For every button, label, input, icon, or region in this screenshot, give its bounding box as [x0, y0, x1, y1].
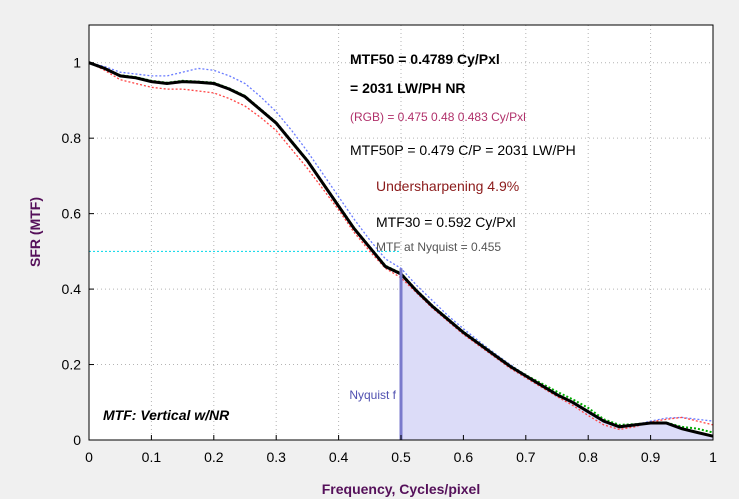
- y-tick-label: 0.4: [62, 281, 82, 297]
- x-tick-label: 0.9: [641, 449, 661, 465]
- series-line: [88, 62, 714, 428]
- x-tick-label: 0.1: [142, 449, 162, 465]
- annotation-mtf-nyquist: MTF at Nyquist = 0.455: [376, 240, 501, 254]
- annotation-corner-label: MTF: Vertical w/NR: [103, 407, 230, 423]
- nyquist-label: Nyquist f: [349, 388, 396, 402]
- annotation-rgb: (RGB) = 0.475 0.48 0.483 Cy/Pxl: [350, 110, 526, 124]
- y-axis-label: SFR (MTF): [27, 197, 43, 267]
- x-tick-label: 0: [85, 449, 93, 465]
- annotation-mtf50: MTF50 = 0.4789 Cy/Pxl: [350, 51, 500, 67]
- x-tick-label: 0.3: [266, 449, 286, 465]
- annotation-mtf50p: MTF50P = 0.479 C/P = 2031 LW/PH: [350, 142, 576, 158]
- x-tick-label: 0.2: [204, 449, 224, 465]
- nyquist-fill-area: [401, 274, 713, 440]
- x-tick-label: 0.6: [454, 449, 474, 465]
- x-ticks: 0 0.1 0.2 0.3 0.4 0.5 0.6 0.7 0.8 0.9 1: [85, 435, 717, 465]
- x-tick-label: 0.5: [391, 449, 411, 465]
- y-ticks: 0 0.2 0.4 0.6 0.8 1: [62, 55, 94, 448]
- annotation-undersharpening: Undersharpening 4.9%: [376, 178, 519, 194]
- series-line: [88, 62, 714, 431]
- y-tick-label: 0.6: [62, 206, 82, 222]
- y-tick-label: 0.2: [62, 357, 82, 373]
- y-tick-label: 0.8: [62, 130, 82, 146]
- y-tick-label: 1: [73, 55, 81, 71]
- annotation-mtf30: MTF30 = 0.592 Cy/Pxl: [376, 214, 516, 230]
- y-tick-label: 0: [73, 432, 81, 448]
- x-tick-label: 0.4: [329, 449, 349, 465]
- x-tick-label: 0.7: [516, 449, 536, 465]
- x-tick-label: 1: [709, 449, 717, 465]
- annotation-lwph: = 2031 LW/PH NR: [350, 80, 466, 96]
- x-axis-label: Frequency, Cycles/pixel: [322, 481, 480, 497]
- x-tick-label: 0.8: [578, 449, 598, 465]
- nyquist-fill: [401, 274, 713, 440]
